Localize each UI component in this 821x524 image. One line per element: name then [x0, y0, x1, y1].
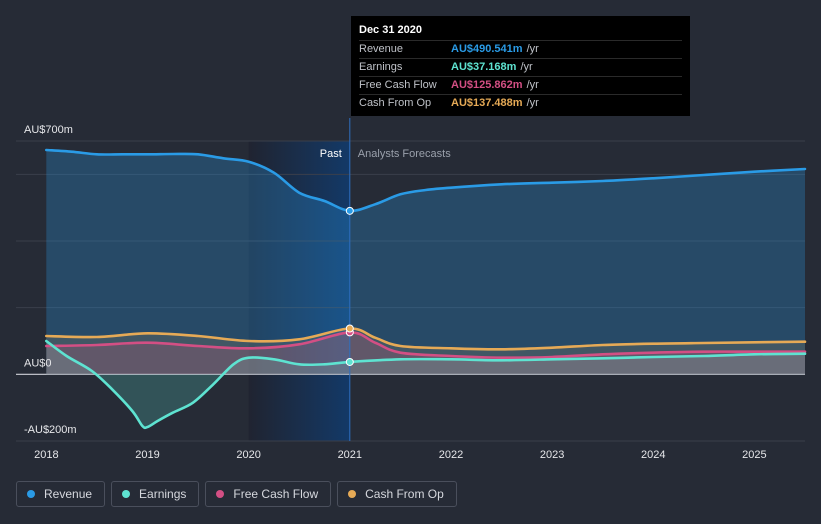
tooltip-row-cash-from-op: Cash From Op AU$137.488m /yr: [359, 94, 682, 112]
tooltip-unit: /yr: [526, 43, 539, 55]
legend-dot-icon: [122, 490, 131, 498]
tooltip-unit: /yr: [526, 97, 539, 109]
x-tick-label: 2022: [439, 449, 463, 461]
tooltip-date: Dec 31 2020: [359, 24, 422, 36]
legend-dot-icon: [348, 490, 357, 498]
free-cash-flow-line: [45, 331, 807, 360]
legend-label: Cash From Op: [365, 487, 444, 501]
x-tick-label: 2023: [540, 449, 564, 461]
tooltip-label: Free Cash Flow: [359, 79, 437, 91]
tooltip-row-earnings: Earnings AU$37.168m /yr: [359, 58, 682, 76]
tooltip-label: Cash From Op: [359, 97, 432, 109]
y-axis-label: AU$700m: [24, 124, 73, 136]
tooltip: Dec 31 2020 Revenue AU$490.541m /yr Earn…: [351, 16, 690, 116]
tooltip-value: AU$490.541m: [451, 43, 523, 55]
x-tick-label: 2025: [742, 449, 766, 461]
x-tick-label: 2019: [135, 449, 159, 461]
earnings-marker: [345, 357, 354, 366]
cash-from-op-line: [45, 327, 807, 351]
legend-item-earnings[interactable]: Earnings: [111, 481, 200, 507]
legend-dot-icon: [27, 490, 35, 498]
legend-item-revenue[interactable]: Revenue: [16, 481, 106, 507]
legend-label: Free Cash Flow: [233, 487, 319, 501]
revenue-marker: [345, 206, 354, 215]
tooltip-unit: /yr: [520, 61, 533, 73]
legend: Revenue Earnings Free Cash Flow Cash Fro…: [16, 481, 457, 507]
legend-item-free-cash-flow[interactable]: Free Cash Flow: [205, 481, 332, 507]
x-tick-label: 2018: [34, 449, 58, 461]
tooltip-value: AU$37.168m: [451, 61, 517, 73]
tooltip-label: Revenue: [359, 43, 404, 55]
legend-item-cash-from-op[interactable]: Cash From Op: [337, 481, 457, 507]
legend-label: Earnings: [139, 487, 187, 501]
tooltip-value: AU$137.488m: [451, 97, 523, 109]
tooltip-label: Earnings: [359, 61, 403, 73]
tooltip-value: AU$125.862m: [451, 79, 523, 91]
earnings-line: [45, 339, 807, 430]
past-highlight-band: [248, 141, 350, 441]
tooltip-row-free-cash-flow: Free Cash Flow AU$125.862m /yr: [359, 76, 682, 94]
legend-dot-icon: [216, 490, 225, 498]
tooltip-row-revenue: Revenue AU$490.541m /yr: [359, 40, 682, 58]
x-tick-label: 2020: [236, 449, 260, 461]
forecast-label: Analysts Forecasts: [358, 148, 451, 160]
y-axis-label: AU$0: [24, 357, 52, 369]
past-label: Past: [320, 148, 342, 160]
cash-from-op-marker: [345, 324, 354, 333]
tooltip-unit: /yr: [526, 79, 539, 91]
revenue-line: [45, 148, 807, 213]
y-axis-label: -AU$200m: [24, 424, 77, 436]
revenue-area: [46, 150, 806, 375]
x-tick-label: 2021: [338, 449, 362, 461]
x-tick-label: 2024: [641, 449, 665, 461]
legend-label: Revenue: [44, 487, 93, 501]
